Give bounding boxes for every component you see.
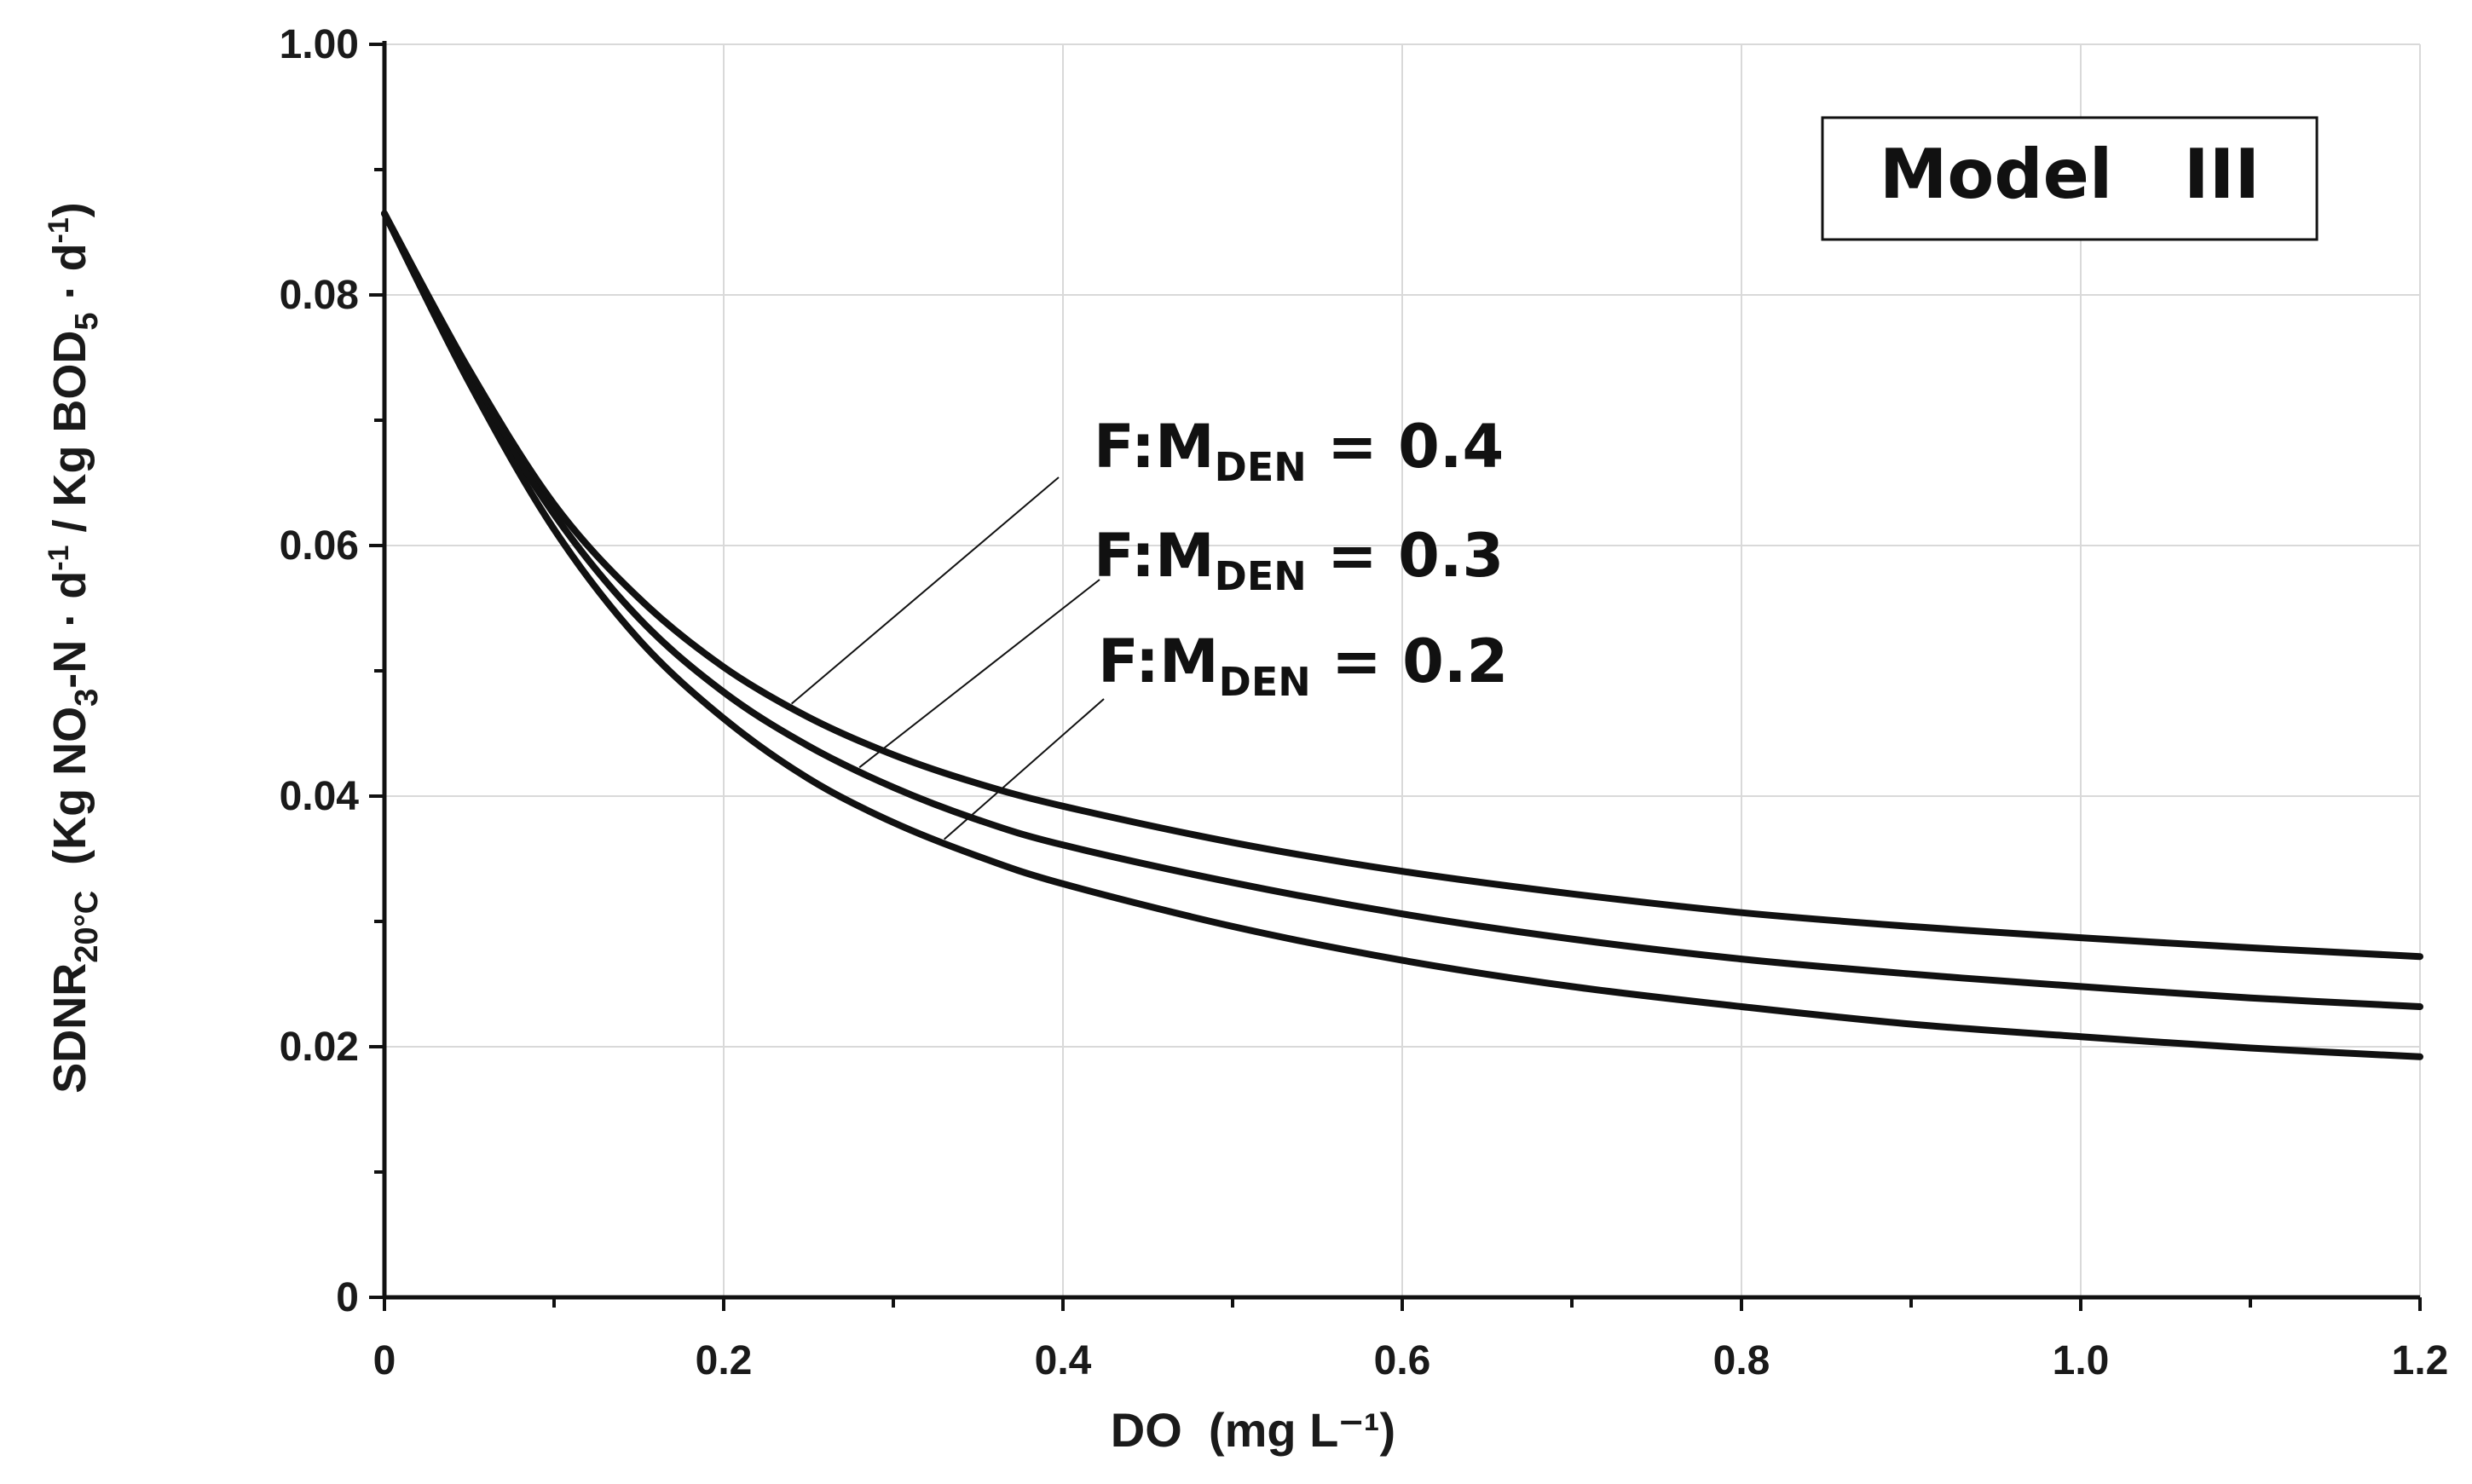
model-box-label: Model III (1880, 135, 2260, 214)
annotation-tail: = 0.2 (1311, 627, 1508, 696)
series-line-3 (381, 210, 2423, 1060)
annotation-label-3: F:MDEN = 0.2 (1098, 627, 1508, 705)
series-line-1 (381, 210, 2423, 961)
annotation-tail: = 0.3 (1307, 521, 1504, 591)
annotation-sub: DEN (1215, 444, 1307, 490)
y-tick-label: 0.02 (280, 1025, 359, 1070)
annotation-tail: = 0.4 (1307, 412, 1504, 482)
grid (384, 43, 2421, 1297)
y-title-s3: 5 (69, 312, 105, 330)
x-tick-label: 0 (373, 1338, 396, 1383)
y-tick-labels: 0 0.02 0.04 0.06 0.08 1.00 (280, 22, 360, 1320)
annotation-sub: DEN (1219, 659, 1311, 705)
y-title-t2: (Kg NO (44, 707, 95, 891)
annotation-leader-1 (790, 476, 1060, 705)
y-title-s2: 3 (69, 689, 105, 707)
annotation-label-2: F:MDEN = 0.3 (1094, 521, 1504, 599)
y-axis-title: SDNR20°C (Kg NO3-N · d-1 / Kg BOD5 · d-1… (43, 202, 105, 1094)
y-title-p1: -1 (43, 546, 75, 571)
x-tick-label: 1.0 (2053, 1338, 2110, 1383)
y-tick-label: 0.08 (280, 273, 359, 318)
y-title-t1: SDNR (44, 963, 95, 1094)
annotation-leader-2 (858, 579, 1100, 769)
annotation-sub: DEN (1215, 553, 1307, 599)
y-title-t5: · d (44, 243, 95, 312)
annotation-label-1: F:MDEN = 0.4 (1094, 412, 1504, 490)
series-line-2 (381, 210, 2423, 1010)
series-layer (381, 210, 2423, 1060)
axes (369, 41, 2422, 1311)
y-title-p2: -1 (43, 217, 75, 243)
annotation-main: F:M (1098, 627, 1219, 696)
annotation-main: F:M (1094, 412, 1215, 482)
y-tick-label: 1.00 (280, 22, 359, 67)
y-title-s1: 20°C (69, 891, 105, 963)
annotation-main: F:M (1094, 521, 1215, 591)
x-tick-label: 1.2 (2392, 1338, 2449, 1383)
y-title-t6: ) (44, 202, 95, 217)
annotation-leader-3 (944, 698, 1105, 840)
y-tick-label: 0 (336, 1275, 359, 1320)
y-title-t4: / Kg BOD (44, 331, 95, 546)
x-tick-label: 0.6 (1374, 1338, 1431, 1383)
x-tick-label: 0.4 (1035, 1338, 1092, 1383)
x-tick-labels: 0 0.2 0.4 0.6 0.8 1.0 1.2 (373, 1338, 2449, 1383)
y-tick-label: 0.04 (280, 774, 360, 819)
annotations: F:MDEN = 0.4F:MDEN = 0.3F:MDEN = 0.2 (790, 412, 1508, 840)
x-tick-label: 0.8 (1713, 1338, 1770, 1383)
y-title-t3: -N · d (44, 571, 95, 689)
y-tick-label: 0.06 (280, 523, 359, 569)
x-tick-label: 0.2 (696, 1338, 753, 1383)
x-axis-title: DO (mg L⁻¹) (1111, 1403, 1395, 1457)
model-box (1821, 116, 2319, 241)
